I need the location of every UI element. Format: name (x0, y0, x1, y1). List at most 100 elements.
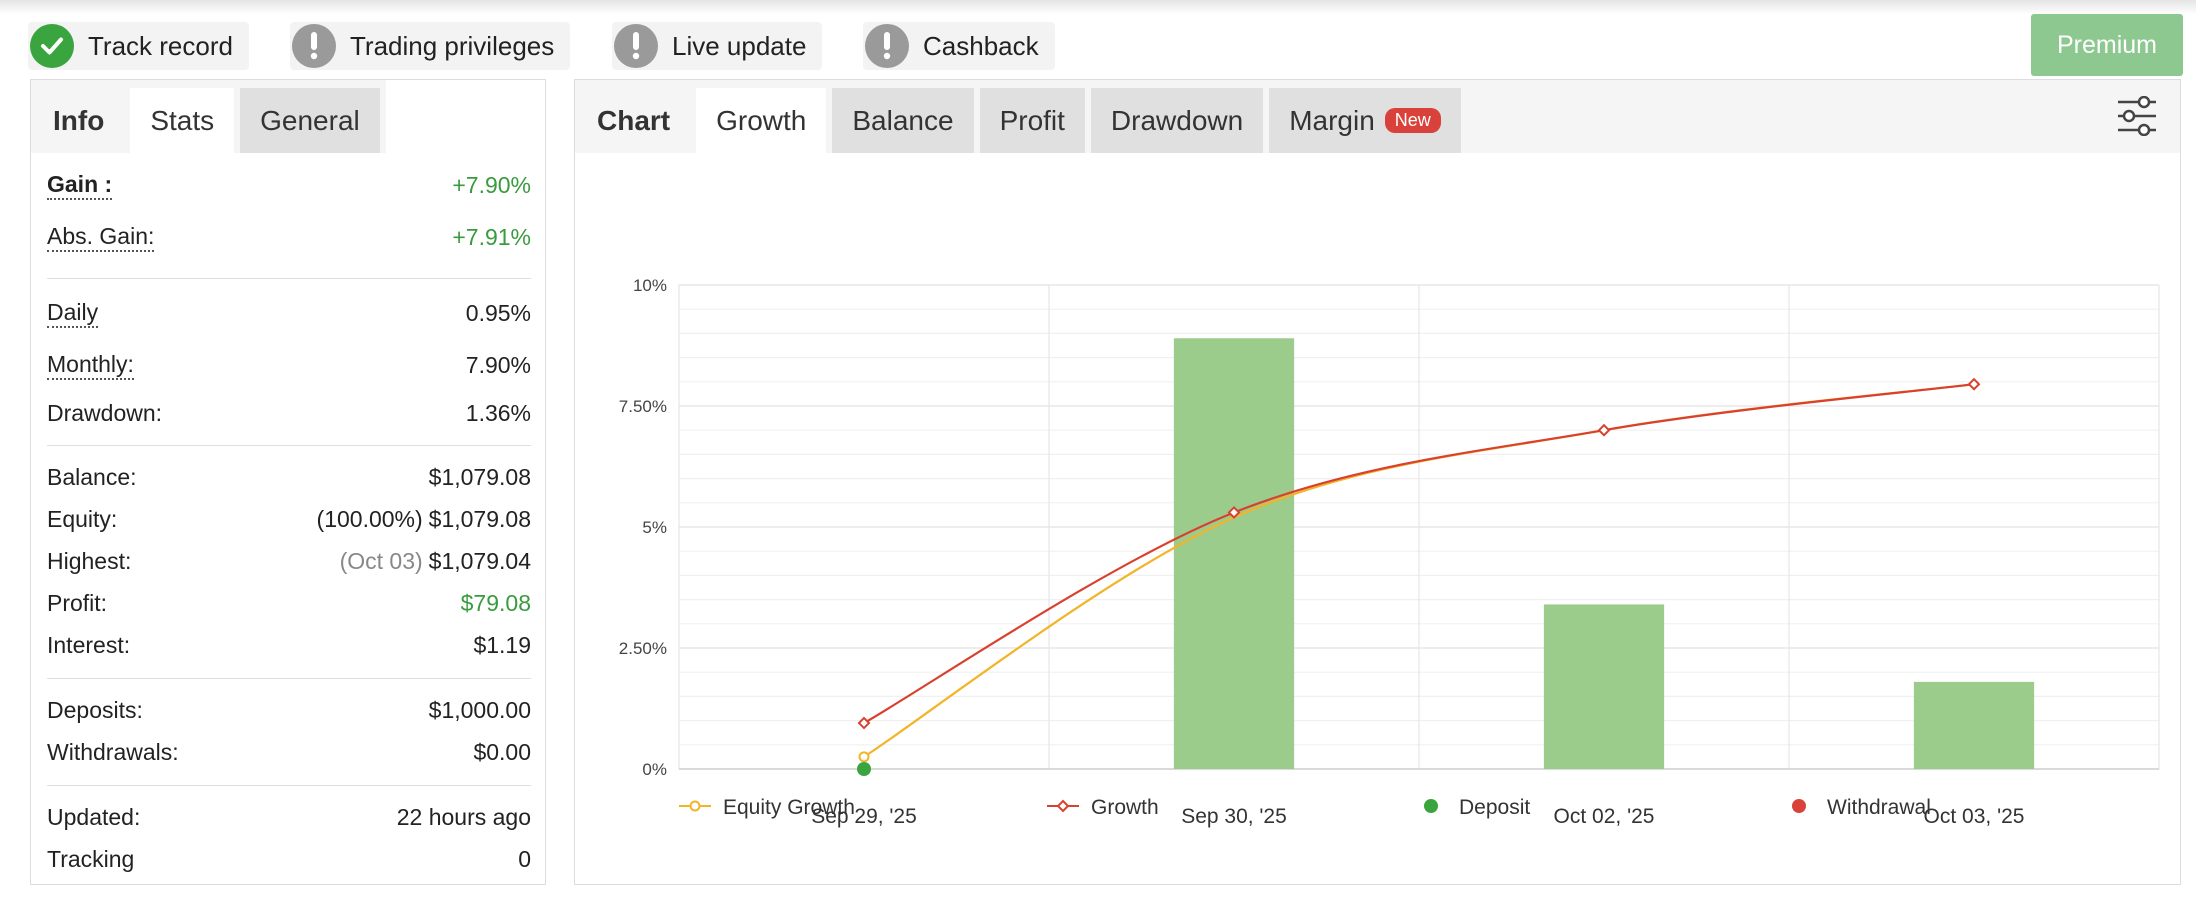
stat-label: Profit: (47, 590, 108, 616)
stat-value: 0.95% (465, 299, 531, 326)
divider (47, 785, 531, 786)
stat-abs-gain: Abs. Gain: +7.91% (47, 222, 531, 252)
stat-label: Withdrawals: (47, 739, 179, 765)
divider (47, 678, 531, 679)
trading-privileges-status[interactable]: Trading privileges (290, 22, 571, 70)
stat-label: Tracking (47, 846, 135, 872)
stat-label[interactable]: Gain : (47, 170, 113, 200)
equity-amount: $1,079.08 (428, 506, 531, 532)
stat-value: $1,000.00 (428, 697, 531, 723)
track-record-label: Track record (88, 30, 233, 61)
legend-label: Equity Growth (723, 796, 855, 819)
stat-label: Interest: (47, 632, 131, 658)
growth-bar (1173, 338, 1295, 769)
stat-label: Equity: (47, 506, 118, 532)
growth-chart: 0% 2.50% 5% 7.50% 10% Sep 29, '25 Sep 30, '25 O… (619, 276, 2160, 828)
stat-updated: Updated: 22 hours ago (47, 804, 531, 831)
legend-swatch (1792, 799, 1806, 813)
stat-daily: Daily 0.95% (47, 298, 531, 328)
growth-point (857, 716, 871, 730)
equity-growth-point (858, 751, 870, 763)
legend-label: Deposit (1459, 796, 1530, 819)
stat-equity: Equity: (100.00%) $1,079.08 (47, 506, 531, 533)
sliders-icon[interactable] (2116, 95, 2158, 137)
growth-bar (1543, 604, 1665, 769)
stat-value: 7.90% (465, 351, 531, 378)
stat-label: Drawdown: (47, 400, 163, 426)
stat-value: (100.00%) $1,079.08 (317, 506, 531, 533)
tab-info[interactable]: Info (53, 104, 105, 136)
stat-label: Deposits: (47, 697, 143, 723)
tab-profit[interactable]: Profit (979, 88, 1085, 153)
stat-drawdown: Drawdown: 1.36% (47, 400, 531, 427)
live-update-label: Live update (672, 30, 807, 61)
legend-label: Withdrawal (1827, 796, 1931, 819)
top-shadow (0, 0, 2196, 14)
stat-value: +7.91% (452, 223, 531, 250)
stat-balance: Balance: $1,079.08 (47, 464, 531, 491)
stat-value: +7.90% (452, 171, 531, 198)
stat-label[interactable]: Abs. Gain: (47, 222, 155, 252)
growth-point (1597, 423, 1611, 437)
x-tick-label: Oct 03, '25 (1924, 805, 2025, 828)
stat-label: Highest: (47, 548, 132, 574)
legend-label: Growth (1091, 796, 1159, 819)
tab-general[interactable]: General (240, 88, 380, 153)
chart-panel: Chart Growth Balance Profit Drawdown Mar… (574, 79, 2181, 885)
growth-point (1967, 377, 1981, 391)
stat-tracking: Tracking 0 (47, 846, 531, 873)
stat-value: 1.36% (465, 400, 531, 426)
stat-monthly: Monthly: 7.90% (47, 350, 531, 380)
deposit-point (857, 762, 871, 776)
stat-value: 22 hours ago (396, 804, 531, 830)
equity-percent: (100.00%) (316, 506, 423, 532)
exclamation-icon (865, 24, 909, 68)
stat-profit: Profit: $79.08 (47, 590, 531, 617)
track-record-status[interactable]: Track record (28, 22, 249, 70)
tab-balance[interactable]: Balance (832, 88, 974, 153)
cashback-status[interactable]: Cashback (863, 22, 1055, 70)
tab-margin[interactable]: Margin New (1269, 88, 1461, 153)
divider (47, 445, 531, 446)
y-tick-label: 7.50% (619, 397, 667, 416)
stat-value: $1,079.08 (428, 464, 531, 490)
stats-tabbar: Info Stats General (31, 80, 386, 153)
legend-swatch-marker (1056, 799, 1070, 813)
exclamation-icon (292, 24, 336, 68)
stat-gain: Gain : +7.90% (47, 170, 531, 200)
stat-label: Balance: (47, 464, 137, 490)
tab-chart[interactable]: Chart (597, 104, 671, 136)
stat-value: $0.00 (473, 739, 531, 765)
divider (47, 278, 531, 279)
trading-privileges-label: Trading privileges (350, 30, 555, 61)
stat-label: Updated: (47, 804, 141, 830)
y-tick-label: 5% (642, 518, 667, 537)
stat-deposits: Deposits: $1,000.00 (47, 697, 531, 724)
growth-line (863, 383, 1975, 724)
stat-label[interactable]: Monthly: (47, 350, 134, 380)
highest-amount: $1,079.04 (428, 548, 531, 574)
tab-margin-label: Margin (1289, 104, 1375, 136)
live-update-status[interactable]: Live update (612, 22, 823, 70)
growth-bar (1913, 681, 2035, 769)
stat-value: (Oct 03) $1,079.04 (340, 548, 531, 575)
x-tick-label: Sep 30, '25 (1181, 805, 1287, 828)
legend-swatch-marker (689, 800, 701, 812)
tab-stats[interactable]: Stats (130, 88, 235, 153)
stat-highest: Highest: (Oct 03) $1,079.04 (47, 548, 531, 575)
tab-growth[interactable]: Growth (696, 88, 827, 153)
y-tick-label: 10% (633, 276, 667, 295)
y-tick-label: 0% (642, 760, 667, 779)
stat-value: 0 (518, 846, 531, 872)
cashback-label: Cashback (923, 30, 1039, 61)
x-tick-label: Sep 29, '25 (811, 805, 917, 828)
legend-swatch (1424, 799, 1438, 813)
tab-drawdown[interactable]: Drawdown (1090, 88, 1264, 153)
stat-label[interactable]: Daily (47, 298, 99, 328)
growth-point (1227, 506, 1241, 519)
x-tick-label: Oct 02, '25 (1554, 805, 1655, 828)
check-icon (30, 24, 74, 68)
highest-date: (Oct 03) (339, 548, 423, 574)
premium-button[interactable]: Premium (2031, 14, 2183, 76)
exclamation-icon (614, 24, 658, 68)
